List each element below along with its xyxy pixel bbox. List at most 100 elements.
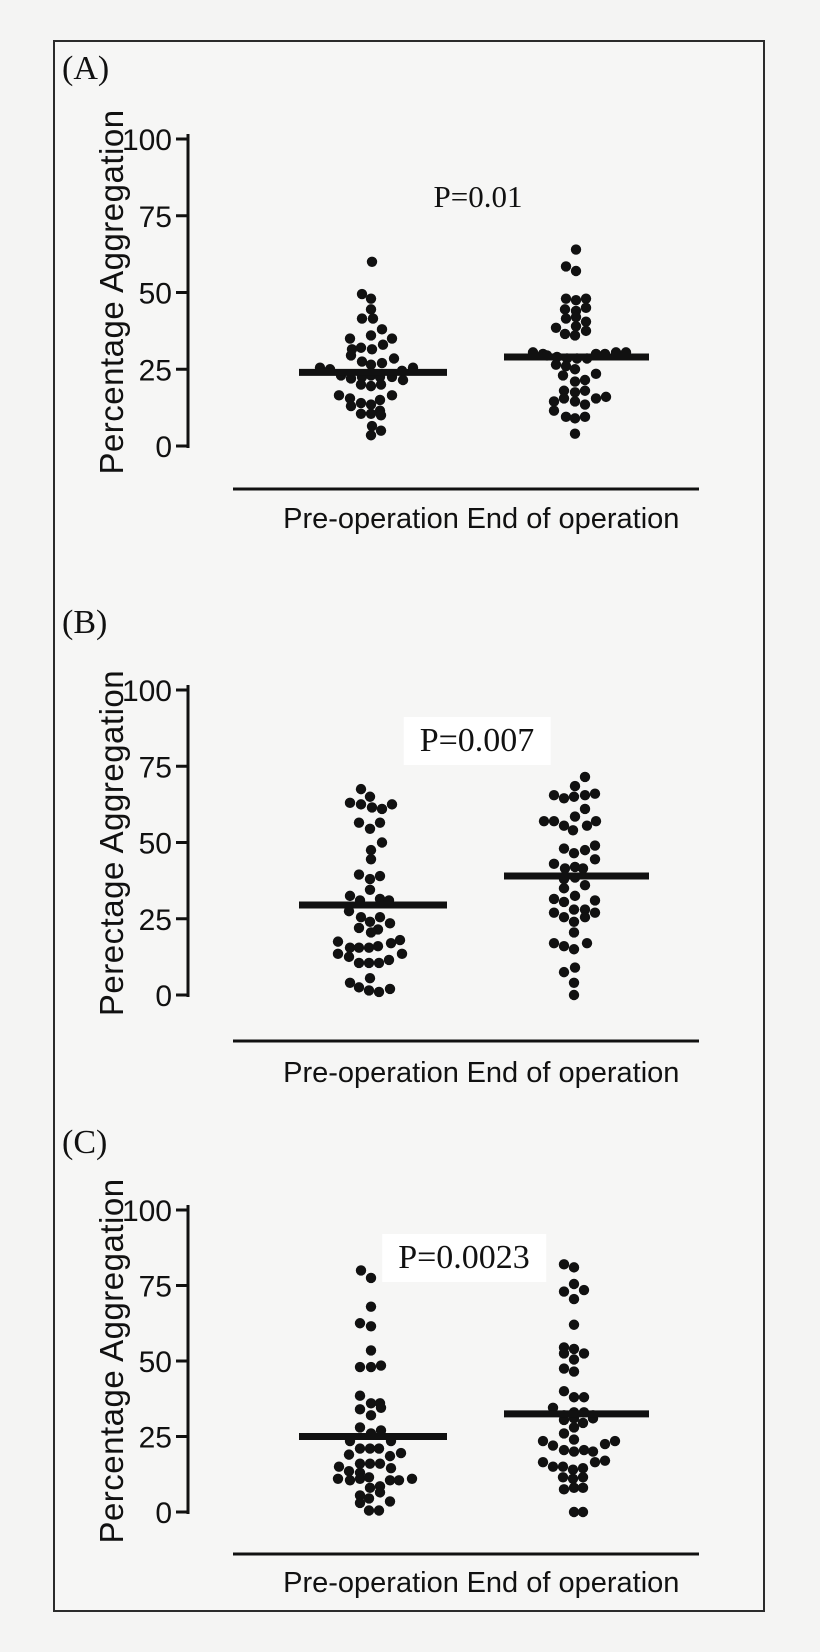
data-dot bbox=[579, 374, 591, 386]
data-dot bbox=[365, 854, 377, 865]
data-dot bbox=[332, 936, 344, 947]
data-dot bbox=[558, 1444, 570, 1456]
data-dot bbox=[372, 941, 384, 952]
data-dot bbox=[578, 1348, 590, 1359]
data-dot bbox=[395, 1447, 407, 1459]
x-category-label: Pre-operation bbox=[283, 503, 459, 535]
data-dot bbox=[353, 817, 365, 828]
data-dot bbox=[578, 1392, 590, 1403]
data-dot bbox=[374, 912, 386, 923]
data-dot bbox=[568, 1278, 580, 1290]
x-category-label: End of operation bbox=[467, 503, 680, 535]
data-dot bbox=[345, 400, 357, 412]
data-dot bbox=[599, 1455, 611, 1466]
data-dot bbox=[558, 1484, 570, 1495]
data-dot bbox=[363, 942, 375, 953]
data-dot bbox=[570, 294, 582, 306]
data-dot bbox=[364, 791, 376, 802]
data-dot bbox=[567, 1473, 579, 1484]
x-category-label: End of operation bbox=[467, 1057, 680, 1089]
data-dot bbox=[365, 1272, 377, 1284]
data-dot bbox=[548, 858, 560, 870]
data-dot bbox=[568, 847, 580, 859]
data-dot bbox=[579, 803, 591, 815]
data-dot bbox=[374, 394, 386, 406]
y-axis-tick-label: 50 bbox=[139, 278, 172, 311]
data-dot bbox=[550, 359, 562, 370]
data-dot bbox=[356, 313, 368, 324]
data-dot bbox=[587, 1446, 599, 1457]
data-dot bbox=[558, 966, 570, 978]
data-dot bbox=[345, 373, 357, 384]
data-dot bbox=[355, 912, 367, 923]
data-dot bbox=[570, 311, 582, 323]
data-dot bbox=[580, 325, 592, 337]
data-dot bbox=[558, 1428, 570, 1439]
data-dot bbox=[345, 350, 357, 361]
data-dot bbox=[548, 396, 560, 407]
data-dot bbox=[353, 957, 365, 969]
figure-border-frame bbox=[53, 40, 765, 1612]
data-dot bbox=[560, 411, 572, 423]
data-dot bbox=[548, 893, 560, 905]
data-dot bbox=[354, 1422, 366, 1433]
y-axis-tick-label: 25 bbox=[139, 904, 172, 937]
data-dot bbox=[365, 1361, 377, 1373]
data-dot bbox=[374, 870, 386, 882]
data-dot bbox=[599, 1438, 611, 1450]
data-dot bbox=[581, 937, 593, 949]
data-dot bbox=[353, 869, 365, 880]
data-dot bbox=[388, 353, 400, 364]
data-dot bbox=[354, 1404, 366, 1415]
data-dot bbox=[374, 1487, 386, 1498]
data-dot bbox=[394, 934, 406, 946]
data-dot bbox=[364, 823, 376, 834]
data-dot bbox=[333, 390, 345, 401]
data-dot bbox=[354, 1443, 366, 1454]
data-dot bbox=[393, 1475, 405, 1486]
data-dot bbox=[558, 843, 570, 854]
data-dot bbox=[365, 1321, 377, 1332]
y-axis-tick-label: 75 bbox=[139, 201, 172, 234]
data-dot bbox=[354, 1490, 366, 1501]
data-dot bbox=[547, 1461, 559, 1472]
data-dot bbox=[568, 989, 580, 1001]
data-dot bbox=[578, 1284, 590, 1296]
data-dot bbox=[538, 815, 550, 827]
data-dot bbox=[569, 861, 581, 873]
data-dot bbox=[548, 405, 560, 416]
data-dot bbox=[558, 385, 570, 396]
data-dot bbox=[558, 1363, 570, 1374]
data-dot bbox=[384, 983, 396, 995]
data-dot bbox=[589, 895, 601, 906]
data-dot bbox=[354, 1390, 366, 1401]
data-dot bbox=[365, 293, 377, 304]
data-dot bbox=[579, 771, 591, 783]
data-dot bbox=[364, 873, 376, 885]
y-axis-tick-label: 100 bbox=[122, 1195, 172, 1228]
data-dot bbox=[569, 811, 581, 822]
y-axis-tick-label: 0 bbox=[155, 431, 172, 464]
data-dot bbox=[344, 977, 356, 988]
data-dot bbox=[355, 397, 367, 409]
data-dot bbox=[377, 339, 389, 350]
y-axis-tick-label: 25 bbox=[139, 1422, 172, 1455]
data-dot bbox=[355, 783, 367, 795]
data-dot bbox=[376, 357, 388, 369]
data-dot bbox=[354, 1361, 366, 1373]
data-dot bbox=[568, 1262, 580, 1273]
data-dot bbox=[570, 244, 582, 255]
data-dot bbox=[343, 1449, 355, 1460]
panel-a-p-value: P=0.01 bbox=[433, 179, 523, 214]
data-dot bbox=[374, 1458, 386, 1469]
data-dot bbox=[366, 256, 378, 267]
x-category-label: End of operation bbox=[467, 1567, 680, 1599]
panel-a-y-axis-title: Percentage Aggregation bbox=[93, 109, 130, 475]
data-dot bbox=[569, 780, 581, 792]
data-dot bbox=[580, 293, 592, 304]
data-dot bbox=[548, 907, 560, 918]
data-dot bbox=[558, 393, 570, 404]
panel-b-p-value: P=0.007 bbox=[403, 717, 551, 765]
data-dot bbox=[363, 1493, 375, 1504]
data-dot bbox=[365, 927, 377, 938]
